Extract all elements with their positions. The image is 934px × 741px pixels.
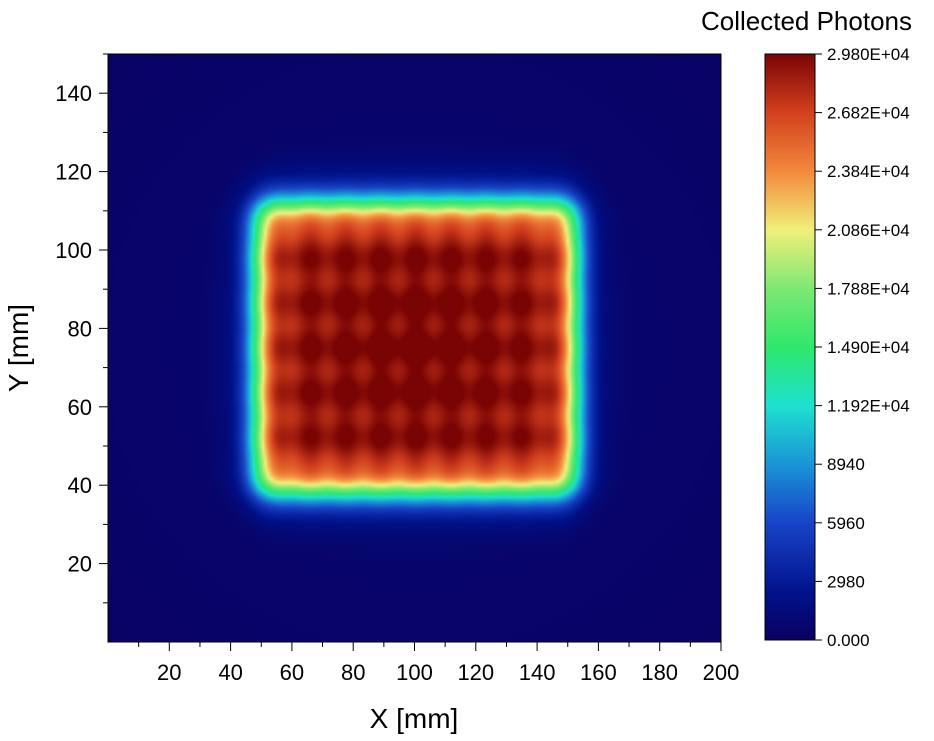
colorbar-tick-label: 8940 bbox=[827, 455, 865, 474]
colorbar: Collected Photons 2.980E+04 2.682E+04 2.38… bbox=[701, 6, 912, 650]
x-tick-label: 140 bbox=[519, 660, 556, 685]
colorbar-tick-label: 2.980E+04 bbox=[827, 45, 910, 64]
plot-area bbox=[107, 53, 722, 643]
y-tick-label: 60 bbox=[68, 395, 92, 420]
y-tick-label: 80 bbox=[68, 316, 92, 341]
colorbar-tick-label: 2.682E+04 bbox=[827, 104, 910, 123]
colorbar-tick-label: 0.000 bbox=[827, 631, 870, 650]
colorbar-gradient bbox=[764, 53, 816, 641]
x-tick-label: 100 bbox=[396, 660, 433, 685]
x-axis-title: X [mm] bbox=[370, 703, 459, 734]
colorbar-tick-label: 1.788E+04 bbox=[827, 279, 910, 298]
colorbar-tick-label: 2980 bbox=[827, 572, 865, 591]
x-axis: 20 40 60 80 100 120 140 160 180 200 bbox=[138, 642, 740, 685]
x-tick-label: 20 bbox=[157, 660, 181, 685]
y-tick-label: 100 bbox=[55, 238, 92, 263]
x-tick-label: 120 bbox=[457, 660, 494, 685]
x-tick-label: 180 bbox=[641, 660, 678, 685]
y-axis-title: Y [mm] bbox=[3, 304, 34, 392]
x-tick-label: 200 bbox=[703, 660, 740, 685]
heatmap-image bbox=[108, 54, 721, 642]
y-tick-label: 120 bbox=[55, 160, 92, 185]
x-tick-label: 160 bbox=[580, 660, 617, 685]
y-tick-label: 140 bbox=[55, 81, 92, 106]
y-tick-label: 20 bbox=[68, 552, 92, 577]
colorbar-tick-label: 5960 bbox=[827, 514, 865, 533]
colorbar-title: Collected Photons bbox=[701, 6, 912, 36]
colorbar-tick-label: 2.086E+04 bbox=[827, 221, 910, 240]
y-axis: 20 40 60 80 100 120 140 bbox=[55, 53, 108, 604]
colorbar-tick-label: 1.192E+04 bbox=[827, 397, 910, 416]
y-tick-label: 40 bbox=[68, 473, 92, 498]
colorbar-tick-label: 2.384E+04 bbox=[827, 162, 910, 181]
x-tick-label: 40 bbox=[218, 660, 242, 685]
colorbar-tick-label: 1.490E+04 bbox=[827, 338, 910, 357]
colorbar-ticks: 2.980E+04 2.682E+04 2.384E+04 2.086E+04 1.78… bbox=[815, 45, 910, 650]
x-tick-label: 60 bbox=[280, 660, 304, 685]
x-tick-label: 80 bbox=[341, 660, 365, 685]
